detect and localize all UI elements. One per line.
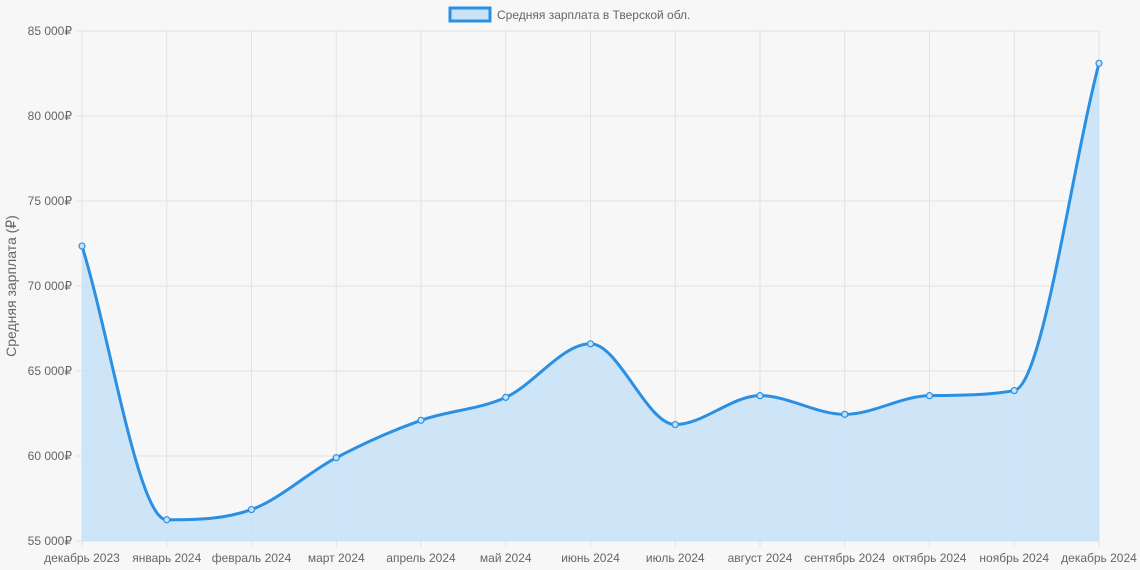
x-tick-label: февраль 2024 [212,551,292,565]
x-tick-label: июнь 2024 [561,551,620,565]
data-point[interactable] [756,392,764,400]
y-tick-label: 85 000₽ [28,24,73,38]
data-point[interactable] [841,410,849,418]
y-tick-label: 80 000₽ [28,109,73,123]
y-tick-label: 70 000₽ [28,279,73,293]
x-tick-label: сентябрь 2024 [804,551,885,565]
data-point[interactable] [1010,386,1018,395]
y-axis-title: Средняя зарплата (₽) [3,215,19,357]
x-tick-label: март 2024 [308,551,365,565]
x-tick-label: декабрь 2024 [1061,551,1137,565]
data-point[interactable] [925,392,934,400]
legend-swatch[interactable] [448,6,492,23]
data-point[interactable] [671,420,679,429]
data-point[interactable] [247,505,256,514]
x-tick-label: декабрь 2023 [44,551,120,565]
data-point[interactable] [1095,59,1103,67]
x-tick-label: май 2024 [480,551,532,565]
y-tick-label: 60 000₽ [28,449,73,463]
y-tick-label: 65 000₽ [28,364,73,378]
x-tick-label: август 2024 [728,551,793,565]
y-axis-ticks: 55 000₽ 60 000₽ 65 000₽ 70 000₽ 75 000₽ 80 00… [28,24,82,548]
y-tick-label: 75 000₽ [28,194,73,208]
x-tick-label: октябрь 2024 [893,551,967,565]
data-point[interactable] [417,416,425,424]
legend[interactable]: Средняя зарплата в Тверской обл. [448,6,690,23]
x-tick-label: ноябрь 2024 [979,551,1049,565]
x-axis-ticks: декабрь 2023 январь 2024 февраль 2024 март … [44,541,1137,565]
data-point[interactable] [78,242,86,250]
data-point[interactable] [502,393,510,401]
x-tick-label: январь 2024 [132,551,201,565]
legend-label[interactable]: Средняя зарплата в Тверской обл. [497,8,690,22]
y-tick-label: 55 000₽ [28,534,73,548]
series-area [82,63,1099,542]
data-points [78,59,1103,524]
data-point[interactable] [586,340,595,348]
area-fill-layer [82,63,1099,542]
data-point[interactable] [163,516,171,524]
data-point[interactable] [332,454,340,462]
x-tick-label: апрель 2024 [386,551,456,565]
x-tick-label: июль 2024 [646,551,705,565]
